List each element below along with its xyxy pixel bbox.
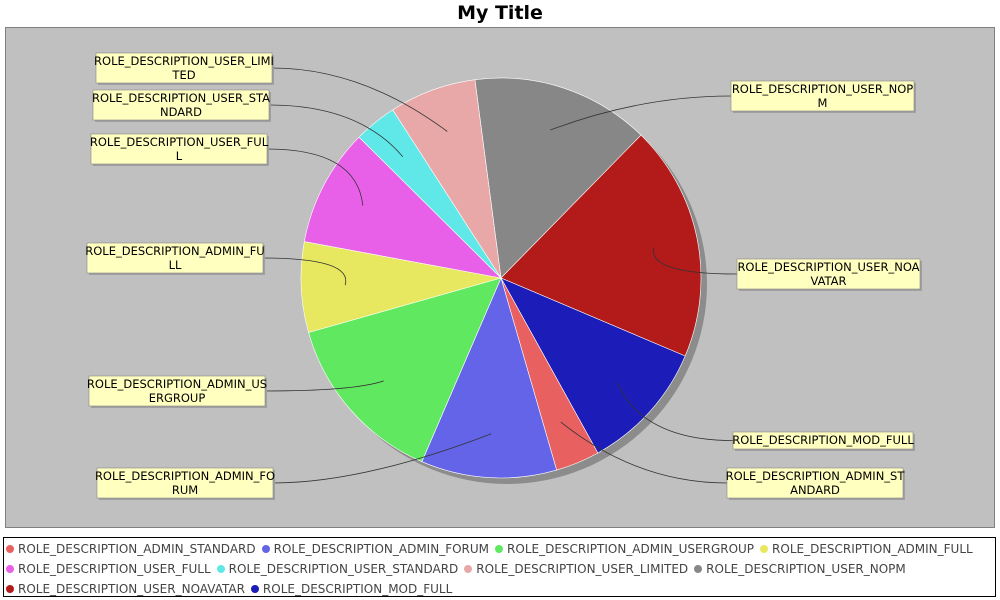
slice-label-role-description-user-limited: ROLE_DESCRIPTION_USER_LIMITED — [94, 52, 274, 85]
slice-label-text: ROLE_DESCRIPTION_MOD_FULL — [732, 433, 914, 447]
slice-label-role-description-admin-forum: ROLE_DESCRIPTION_ADMIN_FORUM — [95, 467, 275, 500]
slice-label-text: RUM — [172, 483, 198, 497]
legend-label: ROLE_DESCRIPTION_ADMIN_FULL — [772, 542, 973, 556]
label-connector — [653, 247, 738, 275]
label-connector — [272, 433, 492, 484]
legend-item-role-description-admin-standard: ROLE_DESCRIPTION_ADMIN_STANDARD — [6, 542, 256, 556]
legend-label: ROLE_DESCRIPTION_USER_LIMITED — [476, 562, 689, 576]
legend-label: ROLE_DESCRIPTION_ADMIN_FORUM — [273, 542, 490, 556]
pie-chart: ROLE_DESCRIPTION_USER_NOPMROLE_DESCRIPTI… — [85, 52, 922, 500]
pie-slice-role-description-admin-usergroup — [308, 277, 502, 463]
slice-label-text: ROLE_DESCRIPTION_USER_NOA — [737, 260, 919, 274]
slice-label-role-description-mod-full: ROLE_DESCRIPTION_MOD_FULL — [732, 431, 915, 451]
legend-item-role-description-user-full: ROLE_DESCRIPTION_USER_FULL — [6, 562, 211, 576]
pie-slice-role-description-user-limited — [392, 79, 502, 279]
slice-label-text: ROLE_DESCRIPTION_ADMIN_FU — [85, 244, 264, 258]
label-connector — [266, 148, 364, 206]
legend-item-role-description-user-limited: ROLE_DESCRIPTION_USER_LIMITED — [464, 562, 688, 576]
legend: ROLE_DESCRIPTION_ADMIN_STANDARD ROLE_DESC… — [3, 537, 996, 597]
label-connector — [616, 382, 734, 441]
label-connector — [264, 380, 384, 392]
legend-label: ROLE_DESCRIPTION_USER_FULL — [18, 562, 211, 576]
legend-item-role-description-user-nopm: ROLE_DESCRIPTION_USER_NOPM — [694, 562, 906, 576]
slice-label-text: ROLE_DESCRIPTION_USER_FUL — [90, 135, 269, 149]
chart-title: My Title — [457, 2, 543, 24]
slice-label-text: NDARD — [160, 105, 202, 119]
legend-label: ROLE_DESCRIPTION_MOD_FULL — [262, 582, 453, 596]
label-connector — [268, 104, 404, 158]
slice-label-text: ROLE_DESCRIPTION_ADMIN_FO — [95, 469, 275, 483]
slice-label-text: TED — [171, 68, 195, 82]
slice-label-text: ROLE_DESCRIPTION_USER_NOP — [732, 82, 913, 96]
legend-swatch — [760, 545, 769, 553]
slice-label-role-description-user-standard: ROLE_DESCRIPTION_USER_STANDARD — [92, 89, 271, 122]
legend-row: ROLE_DESCRIPTION_ADMIN_STANDARD ROLE_DESC… — [6, 540, 979, 558]
label-connector — [560, 421, 728, 484]
slice-label-text: LL — [169, 258, 182, 272]
slice-label-role-description-user-full: ROLE_DESCRIPTION_USER_FULL — [90, 133, 269, 166]
legend-label: ROLE_DESCRIPTION_USER_NOPM — [706, 562, 906, 576]
label-connector — [550, 95, 732, 131]
label-connector — [271, 67, 448, 132]
legend-swatch — [694, 565, 703, 573]
slice-label-text: ANDARD — [790, 483, 840, 497]
legend-label: ROLE_DESCRIPTION_USER_NOAVATAR — [18, 582, 245, 596]
slice-label-text: ROLE_DESCRIPTION_ADMIN_US — [87, 377, 267, 391]
legend-swatch — [250, 585, 259, 593]
legend-swatch — [261, 545, 270, 553]
slice-label-text: ROLE_DESCRIPTION_USER_LIMI — [94, 54, 274, 68]
slice-label-role-description-admin-standard: ROLE_DESCRIPTION_ADMIN_STANDARD — [726, 467, 906, 500]
legend-item-role-description-admin-usergroup: ROLE_DESCRIPTION_ADMIN_USERGROUP — [495, 542, 754, 556]
pie-slice-role-description-mod-full — [500, 277, 686, 454]
slice-label-role-description-admin-usergroup: ROLE_DESCRIPTION_ADMIN_USERGROUP — [87, 375, 267, 408]
label-connector — [262, 257, 347, 286]
slice-label-text: ROLE_DESCRIPTION_USER_STA — [92, 91, 270, 105]
legend-swatch — [216, 565, 225, 573]
legend-item-role-description-user-noavatar: ROLE_DESCRIPTION_USER_NOAVATAR — [6, 582, 245, 596]
legend-label: ROLE_DESCRIPTION_ADMIN_STANDARD — [18, 542, 256, 556]
legend-swatch — [495, 545, 504, 553]
legend-item-role-description-admin-forum: ROLE_DESCRIPTION_ADMIN_FORUM — [261, 542, 490, 556]
pie-slice-role-description-user-noavatar — [500, 134, 702, 357]
slice-label-text: L — [176, 149, 183, 163]
slice-label-role-description-admin-full: ROLE_DESCRIPTION_ADMIN_FULL — [85, 242, 265, 275]
slice-label-role-description-user-noavatar: ROLE_DESCRIPTION_USER_NOAVATAR — [736, 258, 922, 291]
legend-swatch — [6, 545, 14, 553]
legend-item-role-description-mod-full: ROLE_DESCRIPTION_MOD_FULL — [250, 582, 453, 596]
slice-label-text: ERGROUP — [149, 391, 206, 405]
legend-swatch — [464, 565, 473, 573]
legend-item-role-description-admin-full: ROLE_DESCRIPTION_ADMIN_FULL — [760, 542, 973, 556]
slice-label-text: ROLE_DESCRIPTION_ADMIN_ST — [726, 469, 906, 483]
pie-slice-role-description-admin-forum — [421, 277, 558, 479]
legend-row: ROLE_DESCRIPTION_USER_NOAVATAR ROLE_DESCR… — [6, 580, 458, 598]
pie-slice-role-description-user-nopm — [474, 77, 642, 279]
legend-label: ROLE_DESCRIPTION_USER_STANDARD — [228, 562, 459, 576]
pie-slice-role-description-user-full — [304, 136, 502, 279]
slice-label-text: VATAR — [810, 274, 846, 288]
slice-label-text: M — [818, 96, 828, 110]
legend-swatch — [6, 565, 14, 573]
legend-row: ROLE_DESCRIPTION_USER_FULL ROLE_DESCRIPTI… — [6, 560, 912, 578]
slice-label-role-description-user-nopm: ROLE_DESCRIPTION_USER_NOPM — [730, 80, 916, 113]
plot-area: ROLE_DESCRIPTION_USER_NOP M ROLE_DESCRIPTI… — [5, 27, 995, 528]
legend-swatch — [6, 585, 14, 593]
legend-item-role-description-user-standard: ROLE_DESCRIPTION_USER_STANDARD — [216, 562, 459, 576]
legend-label: ROLE_DESCRIPTION_ADMIN_USERGROUP — [507, 542, 755, 556]
